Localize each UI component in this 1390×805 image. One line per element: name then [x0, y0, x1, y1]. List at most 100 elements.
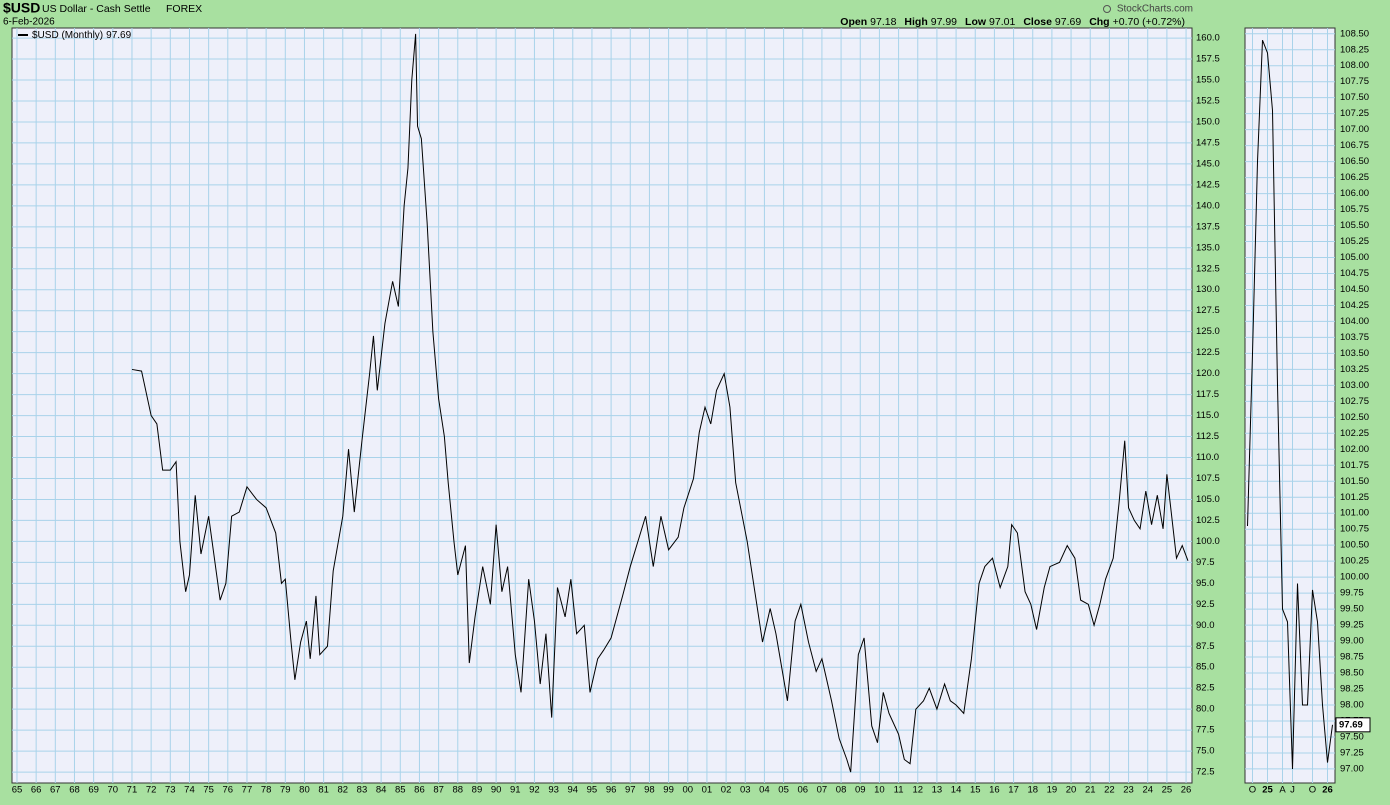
y-tick-label: 100.25 — [1340, 556, 1369, 567]
x-tick-label: 91 — [510, 785, 521, 796]
quote-value: 97.01 — [989, 16, 1015, 28]
x-tick-label: 21 — [1085, 785, 1096, 796]
y-tick-label: 98.75 — [1340, 652, 1364, 663]
x-tick-label: 66 — [31, 785, 42, 796]
price-line — [1247, 39, 1333, 769]
source: StockCharts.com — [1117, 4, 1193, 15]
y-tick-label: 107.00 — [1340, 124, 1369, 135]
y-tick-label: 97.25 — [1340, 747, 1364, 758]
y-tick-label: 155.0 — [1196, 75, 1220, 86]
quote-value: +0.70 (+0.72%) — [1113, 16, 1185, 28]
y-tick-label: 103.50 — [1340, 348, 1369, 359]
y-tick-label: 112.5 — [1196, 431, 1219, 442]
y-tick-label: 100.00 — [1340, 572, 1369, 583]
x-tick-label: 79 — [280, 785, 291, 796]
y-tick-label: 101.00 — [1340, 508, 1369, 519]
y-tick-label: 104.25 — [1340, 300, 1369, 311]
x-tick-label: 16 — [989, 785, 1000, 796]
y-tick-label: 150.0 — [1196, 116, 1220, 127]
x-tick-label: 19 — [1047, 785, 1058, 796]
y-tick-label: 140.0 — [1196, 200, 1220, 211]
x-tick-label: 70 — [108, 785, 119, 796]
y-tick-label: 103.75 — [1340, 332, 1369, 343]
y-tick-label: 135.0 — [1196, 242, 1220, 253]
x-tick-label: 15 — [970, 785, 981, 796]
y-tick-label: 99.25 — [1340, 620, 1364, 631]
y-tick-label: 98.00 — [1340, 700, 1364, 711]
x-tick-label: 87 — [433, 785, 444, 796]
y-tick-label: 103.25 — [1340, 364, 1369, 375]
y-tick-label: 107.50 — [1340, 92, 1369, 103]
symbol: $USD — [3, 0, 40, 16]
y-tick-label: 105.50 — [1340, 220, 1369, 231]
x-tick-label: 72 — [146, 785, 157, 796]
x-tick-label: 88 — [452, 785, 463, 796]
x-tick-label: 77 — [242, 785, 253, 796]
x-tick-label: 65 — [12, 785, 23, 796]
y-tick-label: 108.00 — [1340, 60, 1369, 71]
x-tick-label: O — [1309, 785, 1316, 796]
x-tick-label: 12 — [912, 785, 923, 796]
y-tick-label: 98.25 — [1340, 684, 1364, 695]
x-tick-label: 08 — [836, 785, 847, 796]
y-tick-label: 152.5 — [1196, 95, 1220, 106]
y-tick-label: 142.5 — [1196, 179, 1220, 190]
y-tick-label: 115.0 — [1196, 410, 1219, 421]
x-tick-label: 07 — [817, 785, 828, 796]
x-tick-label: 06 — [797, 785, 808, 796]
x-tick-label: 75 — [203, 785, 214, 796]
x-tick-label: 98 — [644, 785, 655, 796]
y-tick-label: 77.5 — [1196, 725, 1215, 736]
quote-label: Close — [1023, 16, 1052, 28]
y-tick-label: 85.0 — [1196, 662, 1215, 673]
y-tick-label: 137.5 — [1196, 221, 1220, 232]
y-tick-label: 120.0 — [1196, 368, 1220, 379]
y-tick-label: 97.5 — [1196, 557, 1215, 568]
x-tick-label: 67 — [50, 785, 61, 796]
x-tick-label: 97 — [625, 785, 636, 796]
y-tick-label: 75.0 — [1196, 746, 1215, 757]
x-tick-label: 76 — [223, 785, 234, 796]
x-tick-label: 82 — [338, 785, 349, 796]
y-tick-label: 110.0 — [1196, 452, 1219, 463]
exchange: FOREX — [166, 3, 202, 15]
quote-value: 97.99 — [931, 16, 957, 28]
x-tick-label: 83 — [357, 785, 368, 796]
y-tick-label: 106.75 — [1340, 140, 1369, 151]
y-tick-label: 98.50 — [1340, 668, 1364, 679]
x-tick-label: 25 — [1162, 785, 1173, 796]
x-tick-label: 80 — [299, 785, 310, 796]
y-tick-label: 105.75 — [1340, 204, 1369, 215]
y-tick-label: 102.00 — [1340, 444, 1369, 455]
x-tick-label: 78 — [261, 785, 272, 796]
y-tick-label: 132.5 — [1196, 263, 1220, 274]
y-tick-label: 99.50 — [1340, 604, 1364, 615]
y-tick-label: 101.25 — [1340, 492, 1369, 503]
x-tick-label: 13 — [932, 785, 943, 796]
y-tick-label: 100.0 — [1196, 536, 1220, 547]
x-tick-label: 09 — [855, 785, 866, 796]
x-tick-label: 04 — [759, 785, 770, 796]
source-icon — [1103, 5, 1111, 13]
x-tick-label: 95 — [587, 785, 598, 796]
y-tick-label: 99.00 — [1340, 636, 1364, 647]
x-tick-label: 94 — [567, 785, 578, 796]
y-tick-label: 145.0 — [1196, 158, 1220, 169]
x-tick-label: 05 — [778, 785, 789, 796]
x-tick-label: 81 — [318, 785, 329, 796]
x-tick-label: 22 — [1104, 785, 1115, 796]
y-tick-label: 106.25 — [1340, 172, 1369, 183]
last-value-box — [1335, 717, 1371, 733]
y-tick-label: 100.75 — [1340, 524, 1369, 535]
y-tick-label: 105.00 — [1340, 252, 1369, 263]
y-tick-label: 104.75 — [1340, 268, 1369, 279]
x-tick-label: 85 — [395, 785, 406, 796]
x-tick-label: 18 — [1027, 785, 1038, 796]
y-tick-label: 157.5 — [1196, 54, 1220, 65]
y-tick-label: 160.0 — [1196, 33, 1220, 44]
y-tick-label: 105.0 — [1196, 494, 1220, 505]
x-tick-label: 10 — [874, 785, 885, 796]
x-tick-label: 14 — [951, 785, 962, 796]
quote: Open 97.18 High 97.99 Low 97.01 Close 97.69 Chg +… — [840, 16, 1185, 28]
